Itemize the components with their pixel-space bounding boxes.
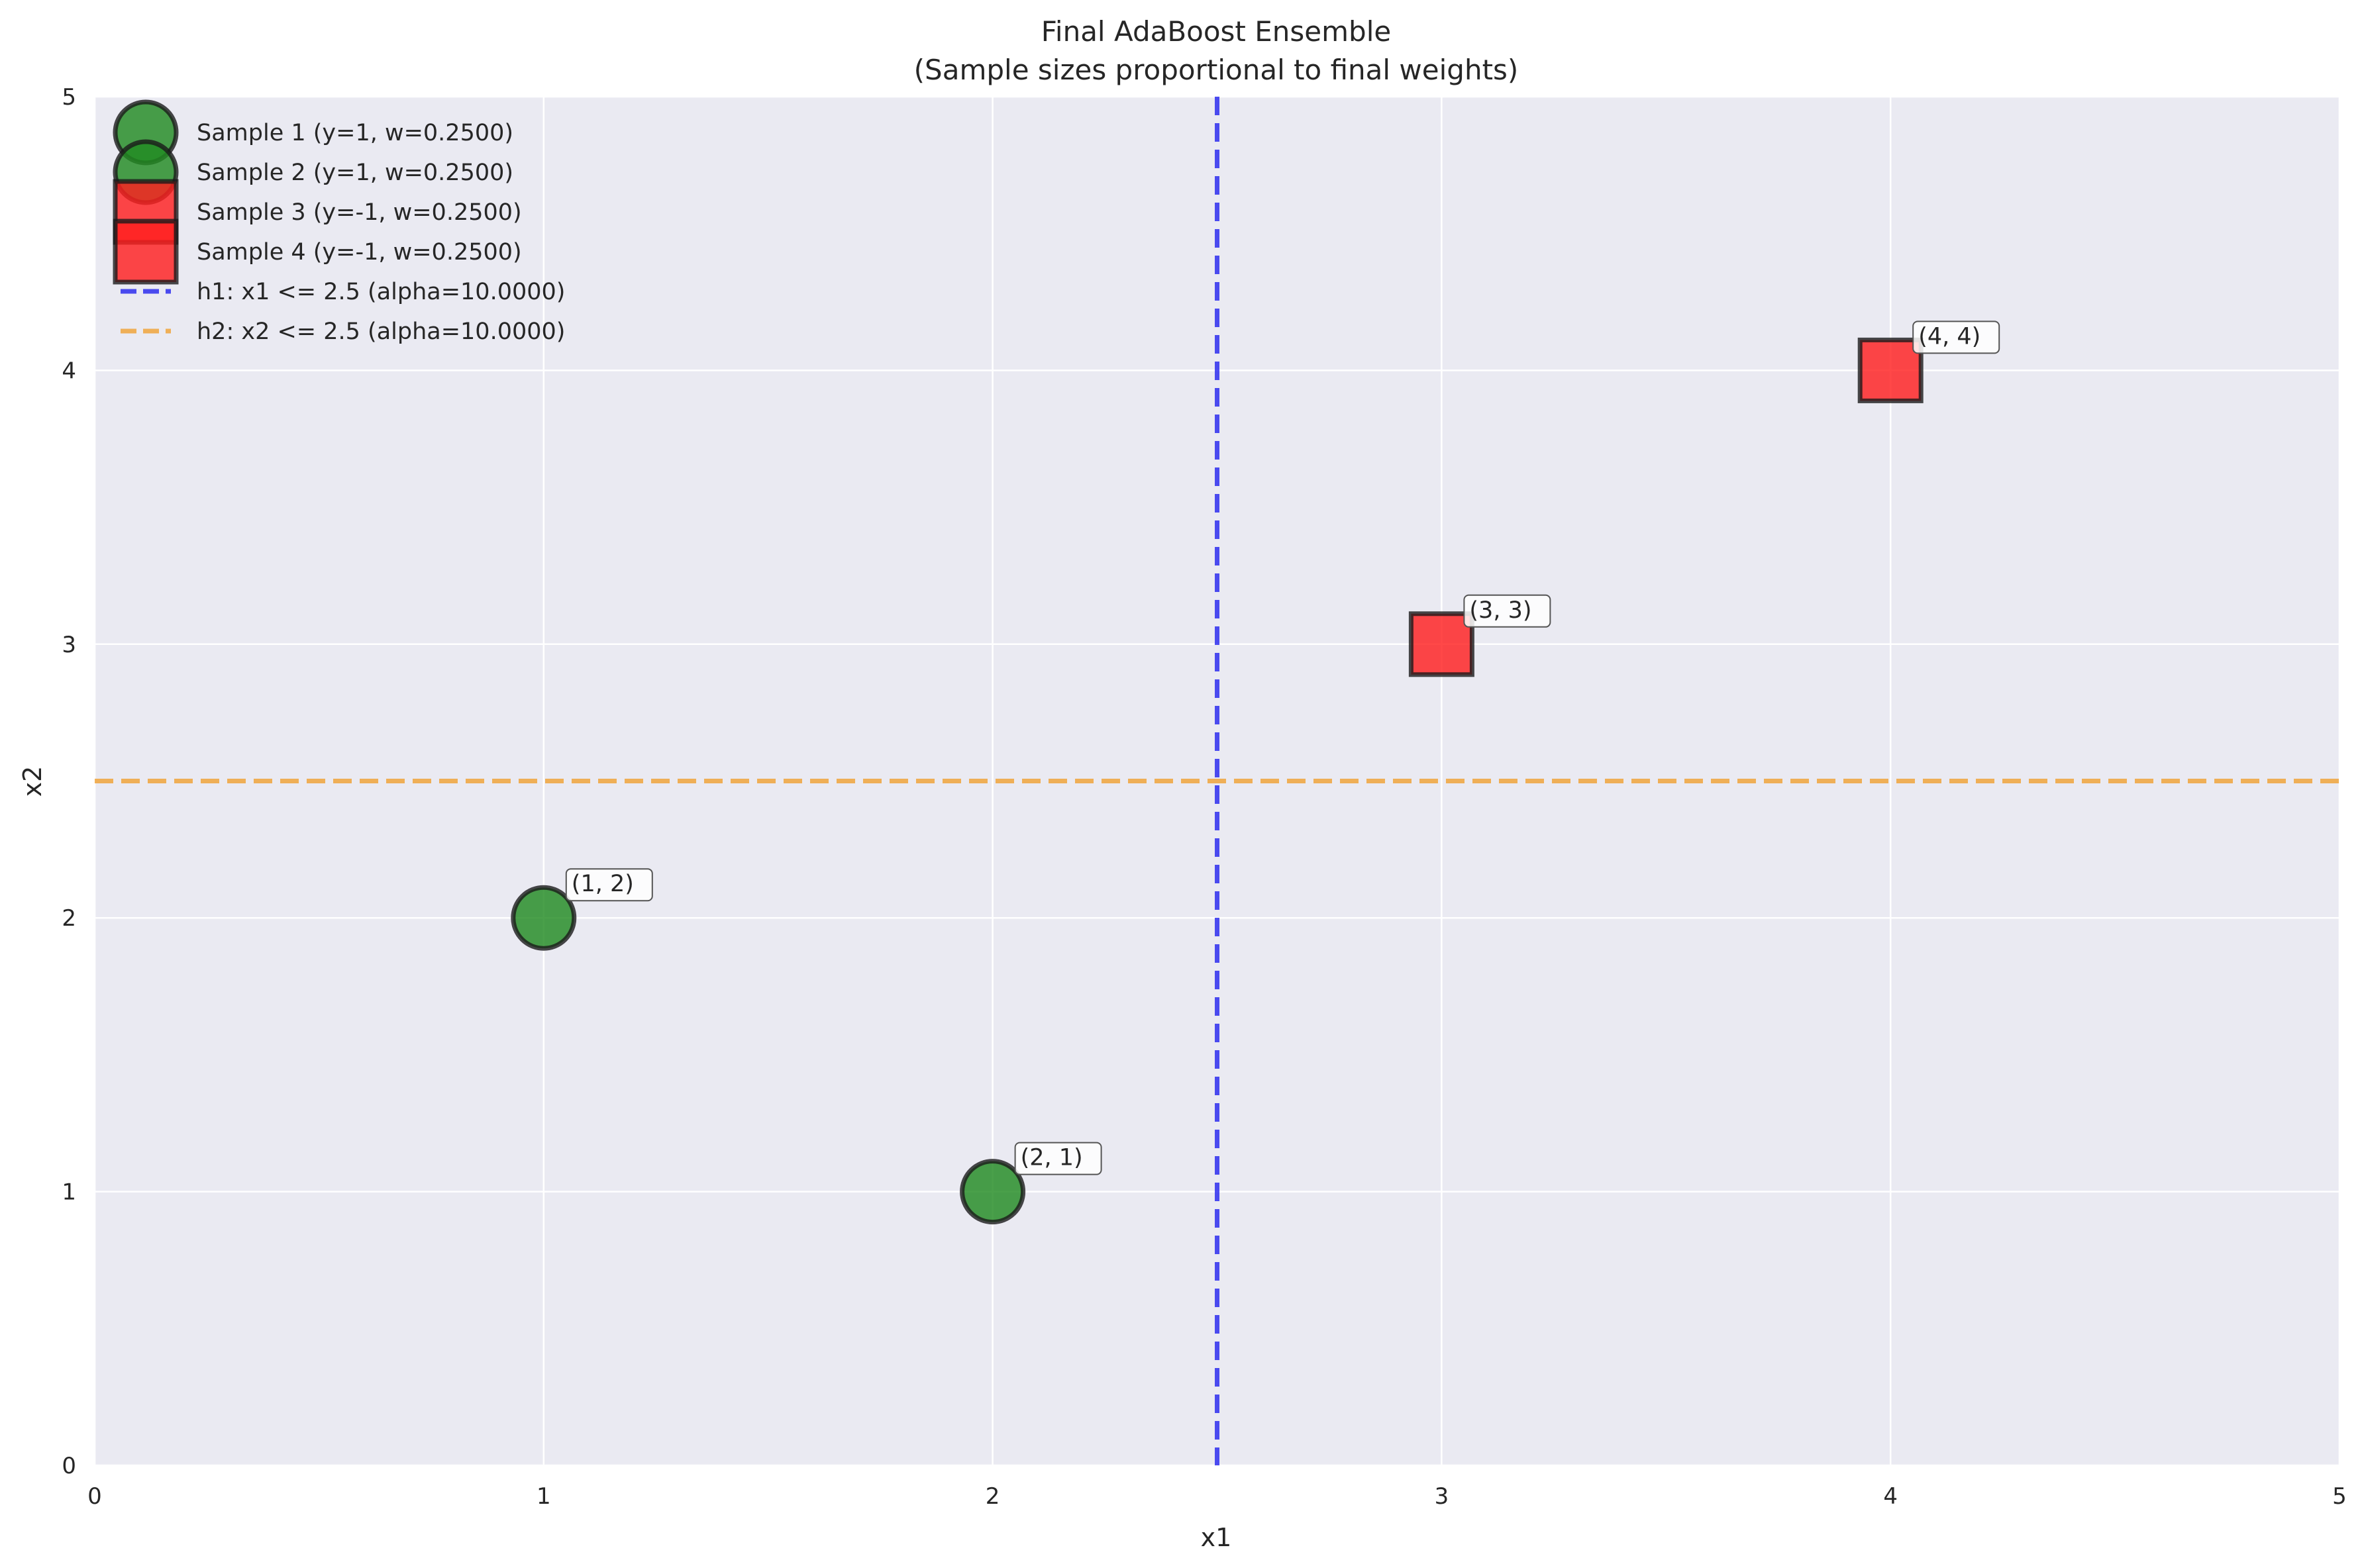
tick-labels: 0 1 2 3 4 5 0 1 2 3 4 5 [62,84,2346,1510]
legend-label-1: Sample 1 (y=1, w=0.2500) [197,120,513,146]
x-tick-label: 3 [1435,1483,1449,1510]
y-axis-label: x2 [18,766,47,797]
point-annotations: (1, 2) (2, 1) (3, 3) (4, 4) [565,320,2000,1175]
sample-marker-2 [960,1159,1026,1225]
annotation-label-2: (2, 1) [1021,1145,1083,1171]
stump-lines [95,97,2339,1465]
annotation-box-2 [1014,1142,1102,1175]
legend-label-6: h2: x2 <= 2.5 (alpha=10.0000) [197,318,565,345]
legend: Sample 1 (y=1, w=0.2500) Sample 2 (y=1, w… [113,99,565,345]
sample-marker-1 [511,885,577,951]
sample-markers [511,337,1924,1225]
annotation-label-4: (4, 4) [1918,323,1980,350]
y-tick-label: 4 [62,358,76,384]
chart-title-line2: (Sample sizes proportional to final weig… [914,54,1519,86]
sample-marker-3 [1408,611,1474,677]
x-tick-label: 1 [537,1483,551,1510]
legend-label-5: h1: x1 <= 2.5 (alpha=10.0000) [197,279,565,305]
x-tick-label: 5 [2332,1483,2347,1510]
x-tick-label: 2 [986,1483,1000,1510]
chart-title-line1: Final AdaBoost Ensemble [1041,15,1391,48]
annotation-label-1: (1, 2) [572,871,634,897]
y-tick-label: 2 [62,905,76,932]
legend-marker-4 [113,219,179,285]
y-tick-label: 3 [62,632,76,658]
annotation-label-3: (3, 3) [1469,597,1531,624]
annotation-box-4 [1912,320,2000,354]
legend-label-2: Sample 2 (y=1, w=0.2500) [197,160,513,186]
x-tick-label: 4 [1883,1483,1898,1510]
x-axis-label: x1 [1201,1523,1232,1552]
y-tick-label: 5 [62,84,76,111]
sample-marker-4 [1857,337,1924,403]
legend-label-4: Sample 4 (y=-1, w=0.2500) [197,239,522,266]
y-tick-label: 1 [62,1179,76,1206]
x-tick-label: 0 [87,1483,102,1510]
annotation-box-3 [1463,594,1551,628]
legend-label-3: Sample 3 (y=-1, w=0.2500) [197,199,522,226]
annotation-box-1 [565,868,653,902]
y-tick-label: 0 [62,1453,76,1479]
